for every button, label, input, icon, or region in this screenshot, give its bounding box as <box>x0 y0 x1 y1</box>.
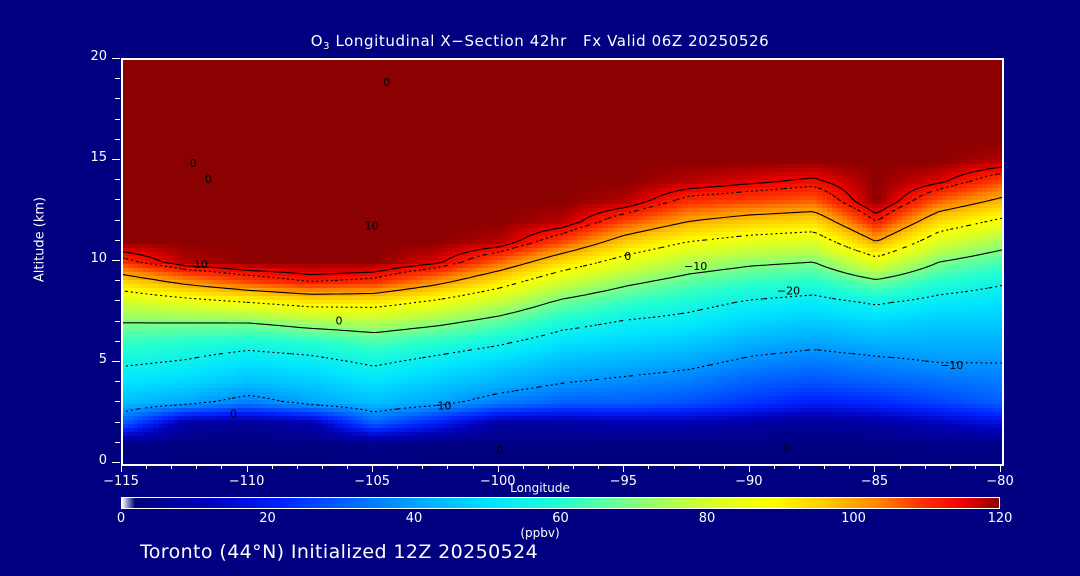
y-tick-label: 20 <box>90 49 107 64</box>
axis-tick <box>774 464 775 469</box>
y-tick-label: 5 <box>98 352 107 367</box>
axis-tick <box>724 464 725 469</box>
axis-tick <box>447 464 448 469</box>
y-tick-label: 10 <box>90 251 107 266</box>
axis-tick <box>925 464 926 469</box>
axis-tick <box>112 361 120 362</box>
axis-tick <box>623 464 624 472</box>
axis-tick <box>115 442 120 443</box>
axis-tick <box>1000 464 1001 472</box>
axis-tick <box>799 464 800 469</box>
axis-tick <box>112 260 120 261</box>
axis-tick <box>115 98 120 99</box>
colorbar-tick-label: 80 <box>698 511 716 526</box>
y-tick-label: 15 <box>90 150 107 165</box>
x-tick-label: −90 <box>735 474 763 489</box>
axis-tick <box>648 464 649 469</box>
x-tick-label: −105 <box>354 474 390 489</box>
axis-tick <box>171 464 172 469</box>
axis-tick <box>874 464 875 472</box>
axis-tick <box>112 462 120 463</box>
colorbar-tick-label: 60 <box>552 511 569 526</box>
axis-tick <box>115 381 120 382</box>
axis-tick <box>115 341 120 342</box>
axis-tick <box>115 280 120 281</box>
colorbar-tick-label: 100 <box>841 511 866 526</box>
axis-tick <box>573 464 574 469</box>
axis-tick <box>297 464 298 469</box>
axis-tick <box>849 464 850 469</box>
title-subscript: 3 <box>323 41 331 52</box>
axis-tick <box>112 159 120 160</box>
x-tick-label: −110 <box>228 474 265 489</box>
axis-tick <box>975 464 976 469</box>
y-tick-label: 0 <box>98 453 107 468</box>
colorbar-tick-label: 120 <box>987 511 1013 526</box>
axis-tick <box>115 139 120 140</box>
axis-tick <box>115 401 120 402</box>
axis-tick <box>824 464 825 469</box>
colorbar-tick-label: 0 <box>116 511 126 526</box>
axis-tick <box>115 300 120 301</box>
axis-tick <box>272 464 273 469</box>
x-tick-label: −95 <box>609 474 637 489</box>
axis-tick <box>523 464 524 469</box>
colorbar <box>121 497 1000 509</box>
axis-tick <box>221 464 222 469</box>
axis-tick <box>115 199 120 200</box>
axis-tick <box>121 464 122 472</box>
axis-tick <box>115 240 120 241</box>
axis-tick <box>397 464 398 469</box>
axis-tick <box>598 464 599 469</box>
axis-tick <box>247 464 248 472</box>
y-axis-label: Altitude (km) <box>32 196 48 283</box>
x-tick-label: −85 <box>860 474 889 489</box>
axis-tick <box>115 220 120 221</box>
axis-tick <box>115 321 120 322</box>
axis-tick <box>749 464 750 472</box>
axis-tick <box>473 464 474 469</box>
title-remainder: Longitudinal X−Section 42hr Fx Valid 06Z… <box>330 32 770 50</box>
contour-plot-area: 0 0 0 0 0 0 0 0 10 10 10 −10 −20 −10 <box>121 58 1004 466</box>
axis-tick <box>699 464 700 469</box>
axis-tick <box>347 464 348 469</box>
axis-tick <box>422 464 423 469</box>
axis-tick <box>900 464 901 469</box>
axis-tick <box>112 58 120 59</box>
title-species: O <box>310 32 324 50</box>
axis-tick <box>115 119 120 120</box>
footer-caption: Toronto (44°N) Initialized 12Z 20250524 <box>140 541 539 563</box>
x-axis-label: Longitude <box>510 481 570 495</box>
axis-tick <box>674 464 675 469</box>
x-tick-label: −115 <box>103 474 139 489</box>
x-tick-label: −80 <box>986 474 1014 489</box>
axis-tick <box>196 464 197 469</box>
plot-title: O3 Longitudinal X−Section 42hr Fx Valid … <box>0 32 1080 52</box>
axis-tick <box>498 464 499 472</box>
colorbar-tick-label: 20 <box>259 511 276 526</box>
axis-tick <box>115 422 120 423</box>
axis-tick <box>950 464 951 469</box>
axis-tick <box>322 464 323 469</box>
colorbar-gradient <box>122 498 999 508</box>
axis-tick <box>115 78 120 79</box>
axis-tick <box>372 464 373 472</box>
x-tick-label: −100 <box>479 474 516 489</box>
colorbar-unit-label: (ppbv) <box>520 526 560 540</box>
axis-tick <box>548 464 549 469</box>
colorbar-tick-label: 40 <box>405 511 423 526</box>
axis-tick <box>146 464 147 469</box>
axis-tick <box>115 179 120 180</box>
